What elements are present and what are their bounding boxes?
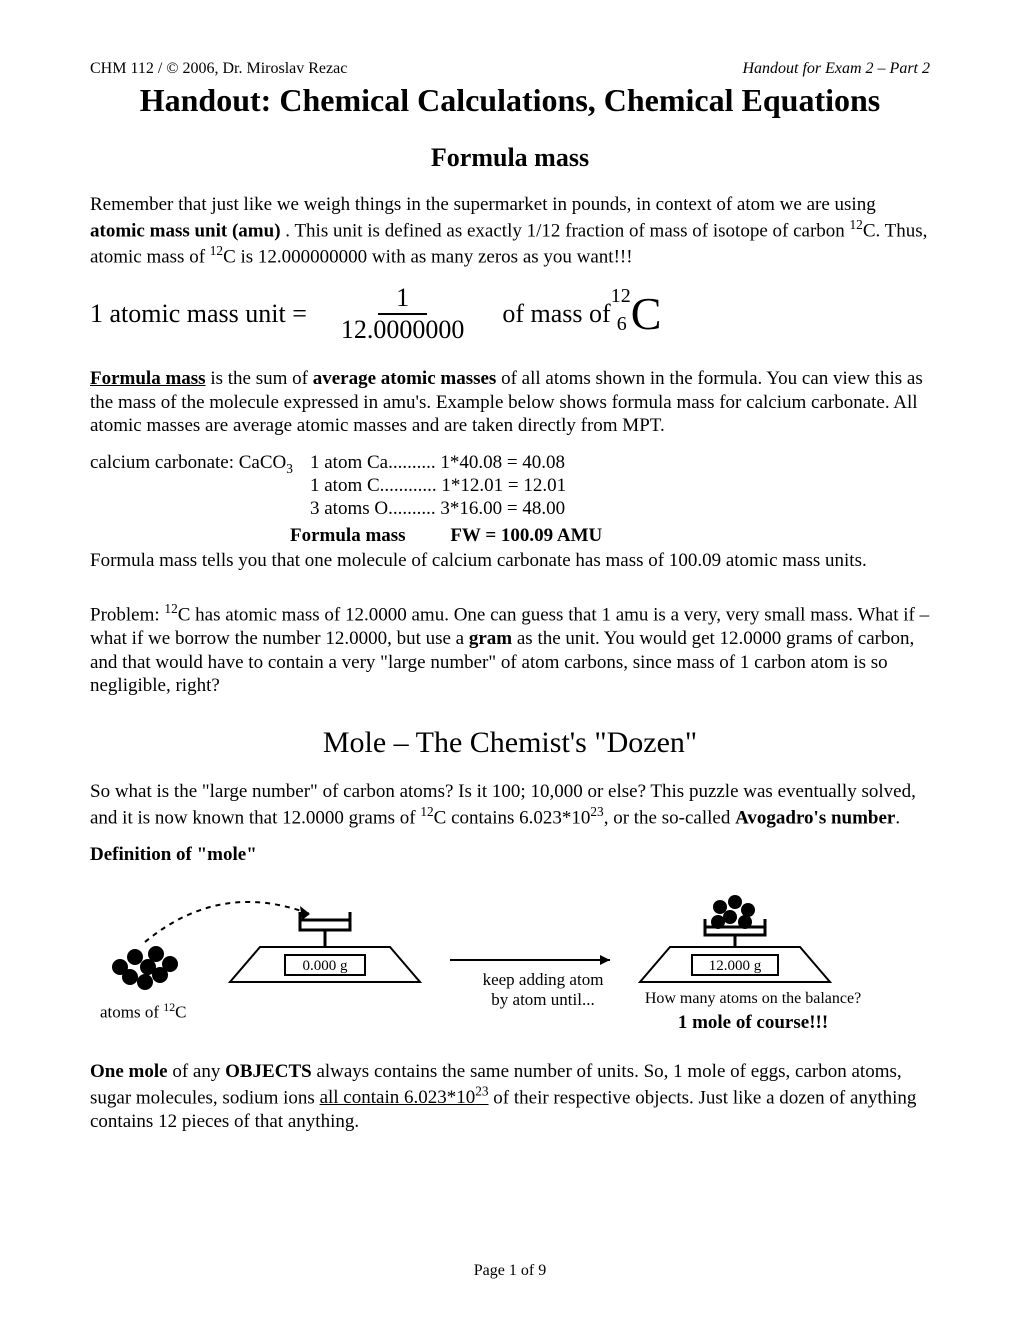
- eqn-mid: of mass of: [502, 299, 610, 329]
- t: atoms of: [100, 1003, 163, 1022]
- t: keep adding atom: [468, 970, 618, 990]
- mass-number: 12: [611, 285, 631, 308]
- t: Avogadro's number: [735, 807, 895, 828]
- sup: 12: [210, 243, 223, 258]
- after-calc-paragraph: Formula mass tells you that one molecule…: [90, 549, 930, 573]
- sub: 3: [286, 461, 293, 476]
- atoms-label: atoms of 12C: [100, 1000, 187, 1023]
- header-left: CHM 112 / © 2006, Dr. Miroslav Rezac: [90, 60, 347, 78]
- one-mole-paragraph: One mole of any OBJECTS always contains …: [90, 1060, 930, 1134]
- problem-paragraph: Problem: 12C has atomic mass of 12.0000 …: [90, 601, 930, 698]
- t: average atomic masses: [313, 368, 497, 389]
- sup: 23: [590, 804, 603, 819]
- t: C contains 6.023*10: [434, 807, 591, 828]
- eqn-lhs: 1 atomic mass unit =: [90, 299, 307, 329]
- calc-line: 3 atoms O.......... 3*16.00 = 48.00: [310, 498, 930, 520]
- page-header: CHM 112 / © 2006, Dr. Miroslav Rezac Han…: [90, 60, 930, 78]
- t: FW = 100.09 AMU: [450, 525, 602, 546]
- t: . This unit is defined as exactly 1/12 f…: [285, 220, 849, 241]
- fraction: 1 12.0000000: [331, 283, 475, 345]
- dashed-arrow: [145, 902, 310, 942]
- calc-lines: 1 atom Ca.......... 1*40.08 = 40.08 1 at…: [310, 452, 930, 521]
- t: Formula mass: [290, 525, 406, 546]
- scale2-reading: 12.000 g: [709, 958, 762, 974]
- copyright: © 2006, Dr. Miroslav Rezac: [166, 60, 347, 77]
- t: gram: [469, 628, 512, 649]
- sup: 12: [163, 1000, 175, 1014]
- course-code: CHM 112: [90, 60, 154, 77]
- scale1-reading: 0.000 g: [303, 958, 349, 974]
- t: Remember that just like we weigh things …: [90, 194, 876, 215]
- arrowhead-icon: [600, 955, 610, 965]
- definition-of-mole-heading: Definition of "mole": [90, 844, 930, 866]
- mole-paragraph: So what is the "large number" of carbon …: [90, 780, 930, 830]
- t: Problem:: [90, 604, 164, 625]
- t: C: [175, 1003, 186, 1022]
- atomic-number: 6: [617, 313, 627, 336]
- page-footer: Page 1 of 9: [0, 1262, 1020, 1280]
- t: calcium carbonate: CaCO: [90, 452, 286, 473]
- t: by atom until...: [468, 990, 618, 1010]
- denominator: 12.0000000: [331, 315, 475, 345]
- t: One mole: [90, 1061, 168, 1082]
- t: all contain 6.023*1023: [320, 1087, 489, 1108]
- t: .: [895, 807, 900, 828]
- sup: 12: [850, 217, 863, 232]
- t: Formula mass: [90, 368, 206, 389]
- t: C is 12.000000000 with as many zeros as …: [223, 246, 633, 267]
- t: is the sum of: [206, 368, 313, 389]
- amu-equation: 1 atomic mass unit = 1 12.0000000 of mas…: [90, 283, 930, 345]
- t: 1 mole of course!!!: [638, 1012, 868, 1034]
- intro-paragraph: Remember that just like we weigh things …: [90, 193, 930, 269]
- sup: 23: [475, 1084, 488, 1099]
- element-symbol: C: [631, 288, 662, 339]
- isotope-symbol: 12 6 C: [631, 287, 662, 340]
- sup: 12: [420, 804, 433, 819]
- t: How many atoms on the balance?: [638, 990, 868, 1008]
- mole-diagram: 0.000 g 12.000 g atoms of: [90, 872, 930, 1042]
- sup: 12: [164, 601, 177, 616]
- compound-name: calcium carbonate: CaCO3: [90, 452, 310, 521]
- calc-line: 1 atom C............ 1*12.01 = 12.01: [310, 475, 930, 497]
- header-right: Handout for Exam 2 – Part 2: [742, 60, 930, 78]
- numerator: 1: [378, 283, 427, 315]
- formula-weight-result: Formula mass FW = 100.09 AMU: [290, 525, 930, 547]
- t: OBJECTS: [225, 1061, 312, 1082]
- t-bold: atomic mass unit (amu): [90, 220, 281, 241]
- formula-mass-paragraph: Formula mass is the sum of average atomi…: [90, 367, 930, 438]
- section-heading-mole: Mole – The Chemist's "Dozen": [90, 726, 930, 760]
- how-many-label: How many atoms on the balance? 1 mole of…: [638, 990, 868, 1034]
- atom-pile-icon: [112, 946, 178, 990]
- section-heading-formula-mass: Formula mass: [90, 143, 930, 173]
- t: all contain 6.023*10: [320, 1087, 476, 1108]
- calc-line: 1 atom Ca.......... 1*40.08 = 40.08: [310, 452, 930, 474]
- keep-adding-label: keep adding atom by atom until...: [468, 970, 618, 1010]
- calculation-block: calcium carbonate: CaCO3 1 atom Ca......…: [90, 452, 930, 521]
- t: , or the so-called: [604, 807, 735, 828]
- page-title: Handout: Chemical Calculations, Chemical…: [90, 82, 930, 119]
- t: of any: [168, 1061, 226, 1082]
